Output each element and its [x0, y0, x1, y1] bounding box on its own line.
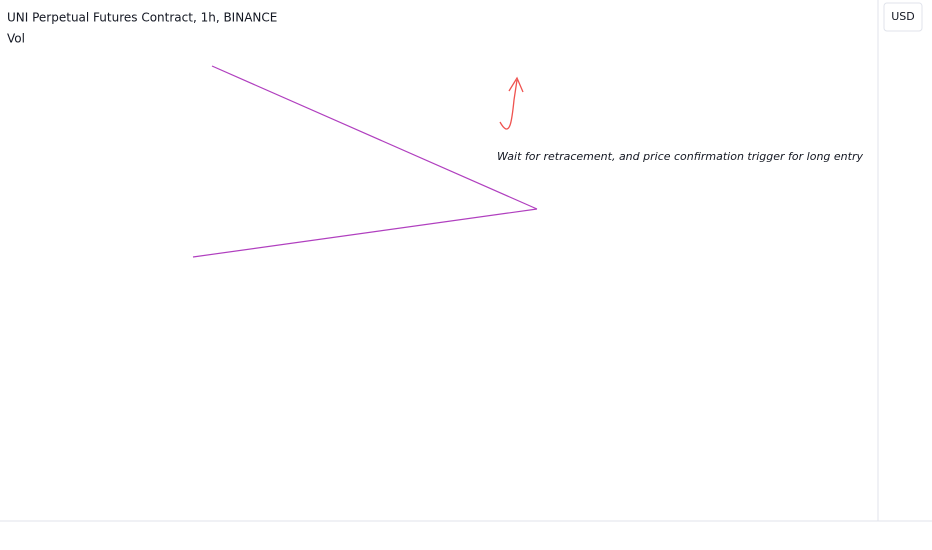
chart-subtitle: Vol [7, 32, 25, 46]
currency: USD [891, 10, 915, 23]
annotation: Wait for retracement, and price confirma… [497, 150, 863, 163]
currency-box[interactable] [883, 2, 923, 32]
drawings [192, 65, 538, 258]
chart-title: UNI Perpetual Futures Contract, 1h, BINA… [7, 11, 277, 25]
